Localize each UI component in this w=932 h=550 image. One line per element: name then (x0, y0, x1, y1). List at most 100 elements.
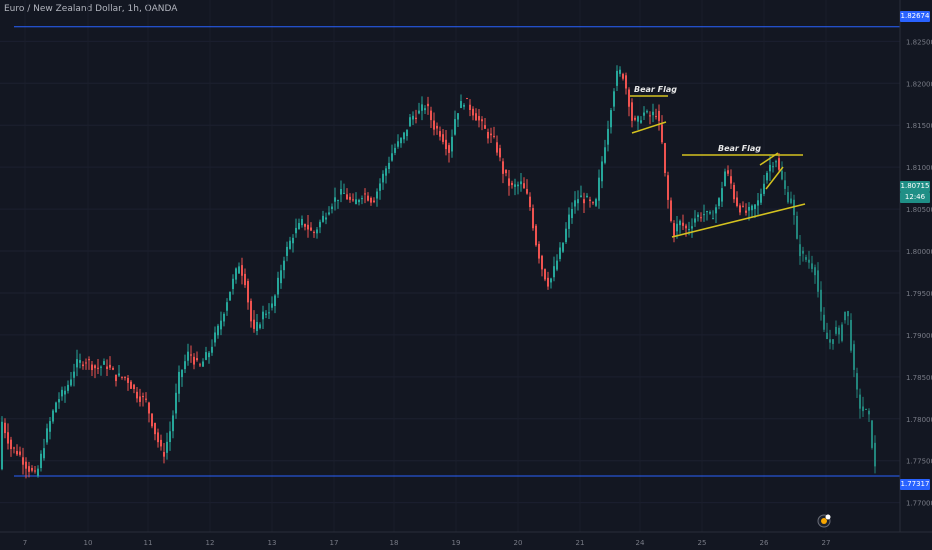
candle-body (457, 113, 459, 120)
candle-body (358, 199, 360, 203)
candle-body (217, 325, 219, 336)
candle-body (412, 115, 414, 120)
candle-body (691, 226, 693, 229)
y-tick-label: 1.78500 (906, 374, 932, 382)
candle-body (43, 448, 45, 459)
candle-body (130, 381, 132, 389)
candle-body (103, 361, 105, 365)
candle-body (529, 196, 531, 208)
candle-body (247, 281, 249, 303)
candle-body (22, 457, 24, 465)
candle-body (94, 365, 96, 369)
candle-body (382, 173, 384, 183)
candle-body (196, 358, 198, 361)
candle-body (163, 452, 165, 457)
candle-body (517, 184, 519, 187)
candle-body (4, 422, 6, 434)
candle-body (250, 300, 252, 322)
candle-body (229, 291, 231, 301)
candle-body (346, 194, 348, 200)
candle-body (373, 200, 375, 203)
candle-body (253, 319, 255, 329)
candle-body (274, 295, 276, 307)
candle-body (142, 396, 144, 398)
candle-body (175, 392, 177, 414)
price-axis: 1.82500 1.82000 1.81500 1.81000 1.80500 1.800… (899, 0, 932, 532)
candle-body (871, 420, 873, 448)
candle-body (298, 223, 300, 230)
candle-body (112, 367, 114, 370)
candle-body (505, 169, 507, 174)
candle-body (658, 110, 660, 121)
candle-body (772, 166, 774, 168)
candle-body (232, 278, 234, 290)
candle-body (508, 178, 510, 186)
candle-body (424, 108, 426, 111)
candle-body (322, 215, 324, 222)
candle-body (838, 327, 840, 335)
candle-body (259, 324, 261, 329)
candle-body (634, 117, 636, 120)
candle-body (379, 183, 381, 191)
candle-body (190, 354, 192, 356)
candle-body (211, 346, 213, 353)
candle-body (37, 468, 39, 477)
candle-body (364, 193, 366, 195)
candle-body (430, 110, 432, 121)
candle-body (199, 364, 201, 366)
candle-body (712, 218, 714, 220)
candle-body (64, 390, 66, 395)
candle-body (532, 208, 534, 229)
candle-body (754, 204, 756, 210)
y-tick-label: 1.79000 (906, 332, 932, 340)
candle-body (46, 428, 48, 443)
candle-body (502, 161, 504, 174)
candle-body (73, 371, 75, 378)
y-tick-label: 1.77000 (906, 500, 932, 508)
candle-body (769, 164, 771, 172)
candle-body (628, 89, 630, 107)
candle-body (787, 192, 789, 203)
candle-body (61, 389, 63, 397)
candle-body (154, 422, 156, 435)
candle-body (748, 206, 750, 211)
candle-body (343, 192, 345, 194)
candle-body (709, 212, 711, 214)
candle-body (559, 247, 561, 259)
candle-body (136, 391, 138, 399)
candle-body (604, 147, 606, 163)
candle-body (718, 198, 720, 206)
candle-body (325, 217, 327, 220)
candle-body (367, 195, 369, 201)
x-tick-label: 13 (268, 539, 277, 547)
candle-body (235, 268, 237, 280)
candle-body (487, 131, 489, 139)
candle-body (595, 199, 597, 206)
candle-body (496, 142, 498, 153)
candle-body (568, 214, 570, 229)
candle-body (736, 197, 738, 206)
candle-body (31, 467, 33, 471)
candle-body (562, 242, 564, 252)
candle-body (760, 193, 762, 203)
candle-body (415, 117, 417, 120)
candle-body (664, 143, 666, 173)
candle-body (244, 273, 246, 286)
candle-body (862, 406, 864, 412)
candle-body (715, 207, 717, 214)
candle-body (631, 102, 633, 121)
candle-body (643, 112, 645, 116)
candle-body (403, 132, 405, 140)
candle-body (547, 277, 549, 287)
candle-body (739, 205, 741, 213)
tradingview-logo[interactable] (817, 514, 831, 528)
candle-body (469, 104, 471, 111)
candle-body (610, 110, 612, 128)
candle-body (868, 410, 870, 415)
candle-body (400, 138, 402, 144)
candle-body (853, 344, 855, 370)
y-tick-label: 1.80500 (906, 206, 932, 214)
candle-body (433, 120, 435, 130)
candle-body (550, 278, 552, 283)
